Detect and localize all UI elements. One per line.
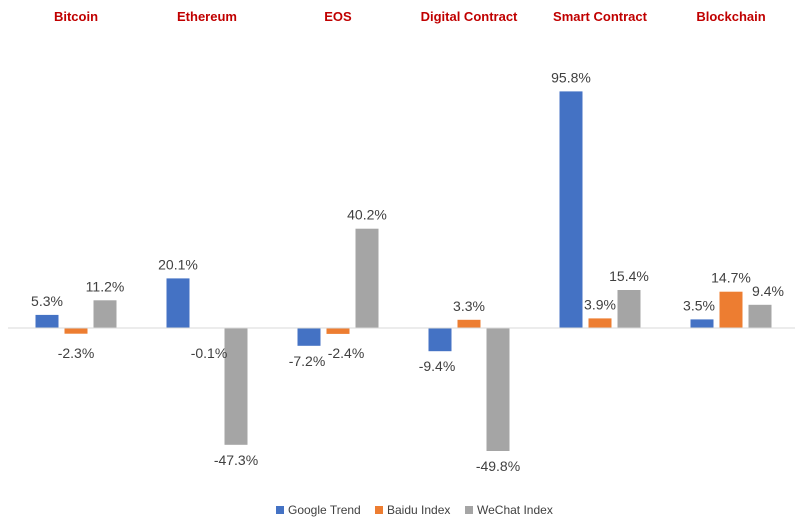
bar-eos-google-trend bbox=[297, 328, 321, 346]
data-label-digital-contract-google-trend: -9.4% bbox=[419, 358, 456, 374]
data-label-blockchain-baidu-index: 14.7% bbox=[711, 270, 751, 286]
category-title-digital-contract: Digital Contract bbox=[421, 9, 518, 24]
category-title-smart-contract: Smart Contract bbox=[553, 9, 648, 24]
legend-swatch-google-trend bbox=[276, 506, 284, 514]
bar-blockchain-wechat-index bbox=[748, 304, 772, 328]
bar-smart-contract-wechat-index bbox=[617, 290, 641, 328]
bar-ethereum-google-trend bbox=[166, 278, 190, 328]
data-label-blockchain-google-trend: 3.5% bbox=[683, 297, 715, 313]
category-title-ethereum: Ethereum bbox=[177, 9, 237, 24]
data-label-ethereum-baidu-index: -0.1% bbox=[191, 345, 228, 361]
bar-digital-contract-baidu-index bbox=[457, 319, 481, 328]
legend: Google Trend Baidu Index WeChat Index bbox=[276, 503, 553, 517]
data-label-bitcoin-wechat-index: 11.2% bbox=[86, 278, 125, 294]
legend-label-baidu-index: Baidu Index bbox=[387, 503, 450, 517]
bar-blockchain-baidu-index bbox=[719, 291, 743, 328]
bar-digital-contract-google-trend bbox=[428, 328, 452, 352]
bar-bitcoin-wechat-index bbox=[93, 300, 117, 328]
bar-eos-baidu-index bbox=[326, 328, 350, 334]
data-label-smart-contract-google-trend: 95.8% bbox=[551, 69, 591, 85]
legend-label-google-trend: Google Trend bbox=[288, 503, 361, 517]
legend-label-wechat-index: WeChat Index bbox=[477, 503, 553, 517]
bar-bitcoin-baidu-index bbox=[64, 328, 88, 334]
data-labels: 5.3% -2.3% 11.2% 20.1% -0.1% -47.3% -7.2% -2.4%… bbox=[31, 69, 784, 474]
data-label-digital-contract-wechat-index: -49.8% bbox=[476, 458, 520, 474]
data-label-ethereum-google-trend: 20.1% bbox=[158, 256, 198, 272]
category-title-blockchain: Blockchain bbox=[696, 9, 765, 24]
data-label-ethereum-wechat-index: -47.3% bbox=[214, 452, 258, 468]
data-label-smart-contract-baidu-index: 3.9% bbox=[584, 296, 616, 312]
data-label-digital-contract-baidu-index: 3.3% bbox=[453, 298, 485, 314]
bar-blockchain-google-trend bbox=[690, 319, 714, 328]
legend-swatch-baidu-index bbox=[375, 506, 383, 514]
bar-smart-contract-google-trend bbox=[559, 91, 583, 329]
category-title-eos: EOS bbox=[324, 9, 352, 24]
data-label-eos-google-trend: -7.2% bbox=[289, 353, 326, 369]
data-label-bitcoin-baidu-index: -2.3% bbox=[58, 345, 95, 361]
bars bbox=[35, 91, 772, 451]
data-label-bitcoin-google-trend: 5.3% bbox=[31, 293, 63, 309]
bar-smart-contract-baidu-index bbox=[588, 318, 612, 328]
category-titles: Bitcoin Ethereum EOS Digital Contract Smart … bbox=[54, 9, 766, 24]
bar-digital-contract-wechat-index bbox=[486, 328, 510, 451]
data-label-blockchain-wechat-index: 9.4% bbox=[752, 283, 784, 299]
category-title-bitcoin: Bitcoin bbox=[54, 9, 98, 24]
data-label-eos-wechat-index: 40.2% bbox=[347, 207, 387, 223]
data-label-eos-baidu-index: -2.4% bbox=[328, 345, 365, 361]
legend-swatch-wechat-index bbox=[465, 506, 473, 514]
data-label-smart-contract-wechat-index: 15.4% bbox=[609, 268, 649, 284]
bar-ethereum-wechat-index bbox=[224, 328, 248, 445]
bar-bitcoin-google-trend bbox=[35, 314, 59, 328]
bar-eos-wechat-index bbox=[355, 228, 379, 328]
